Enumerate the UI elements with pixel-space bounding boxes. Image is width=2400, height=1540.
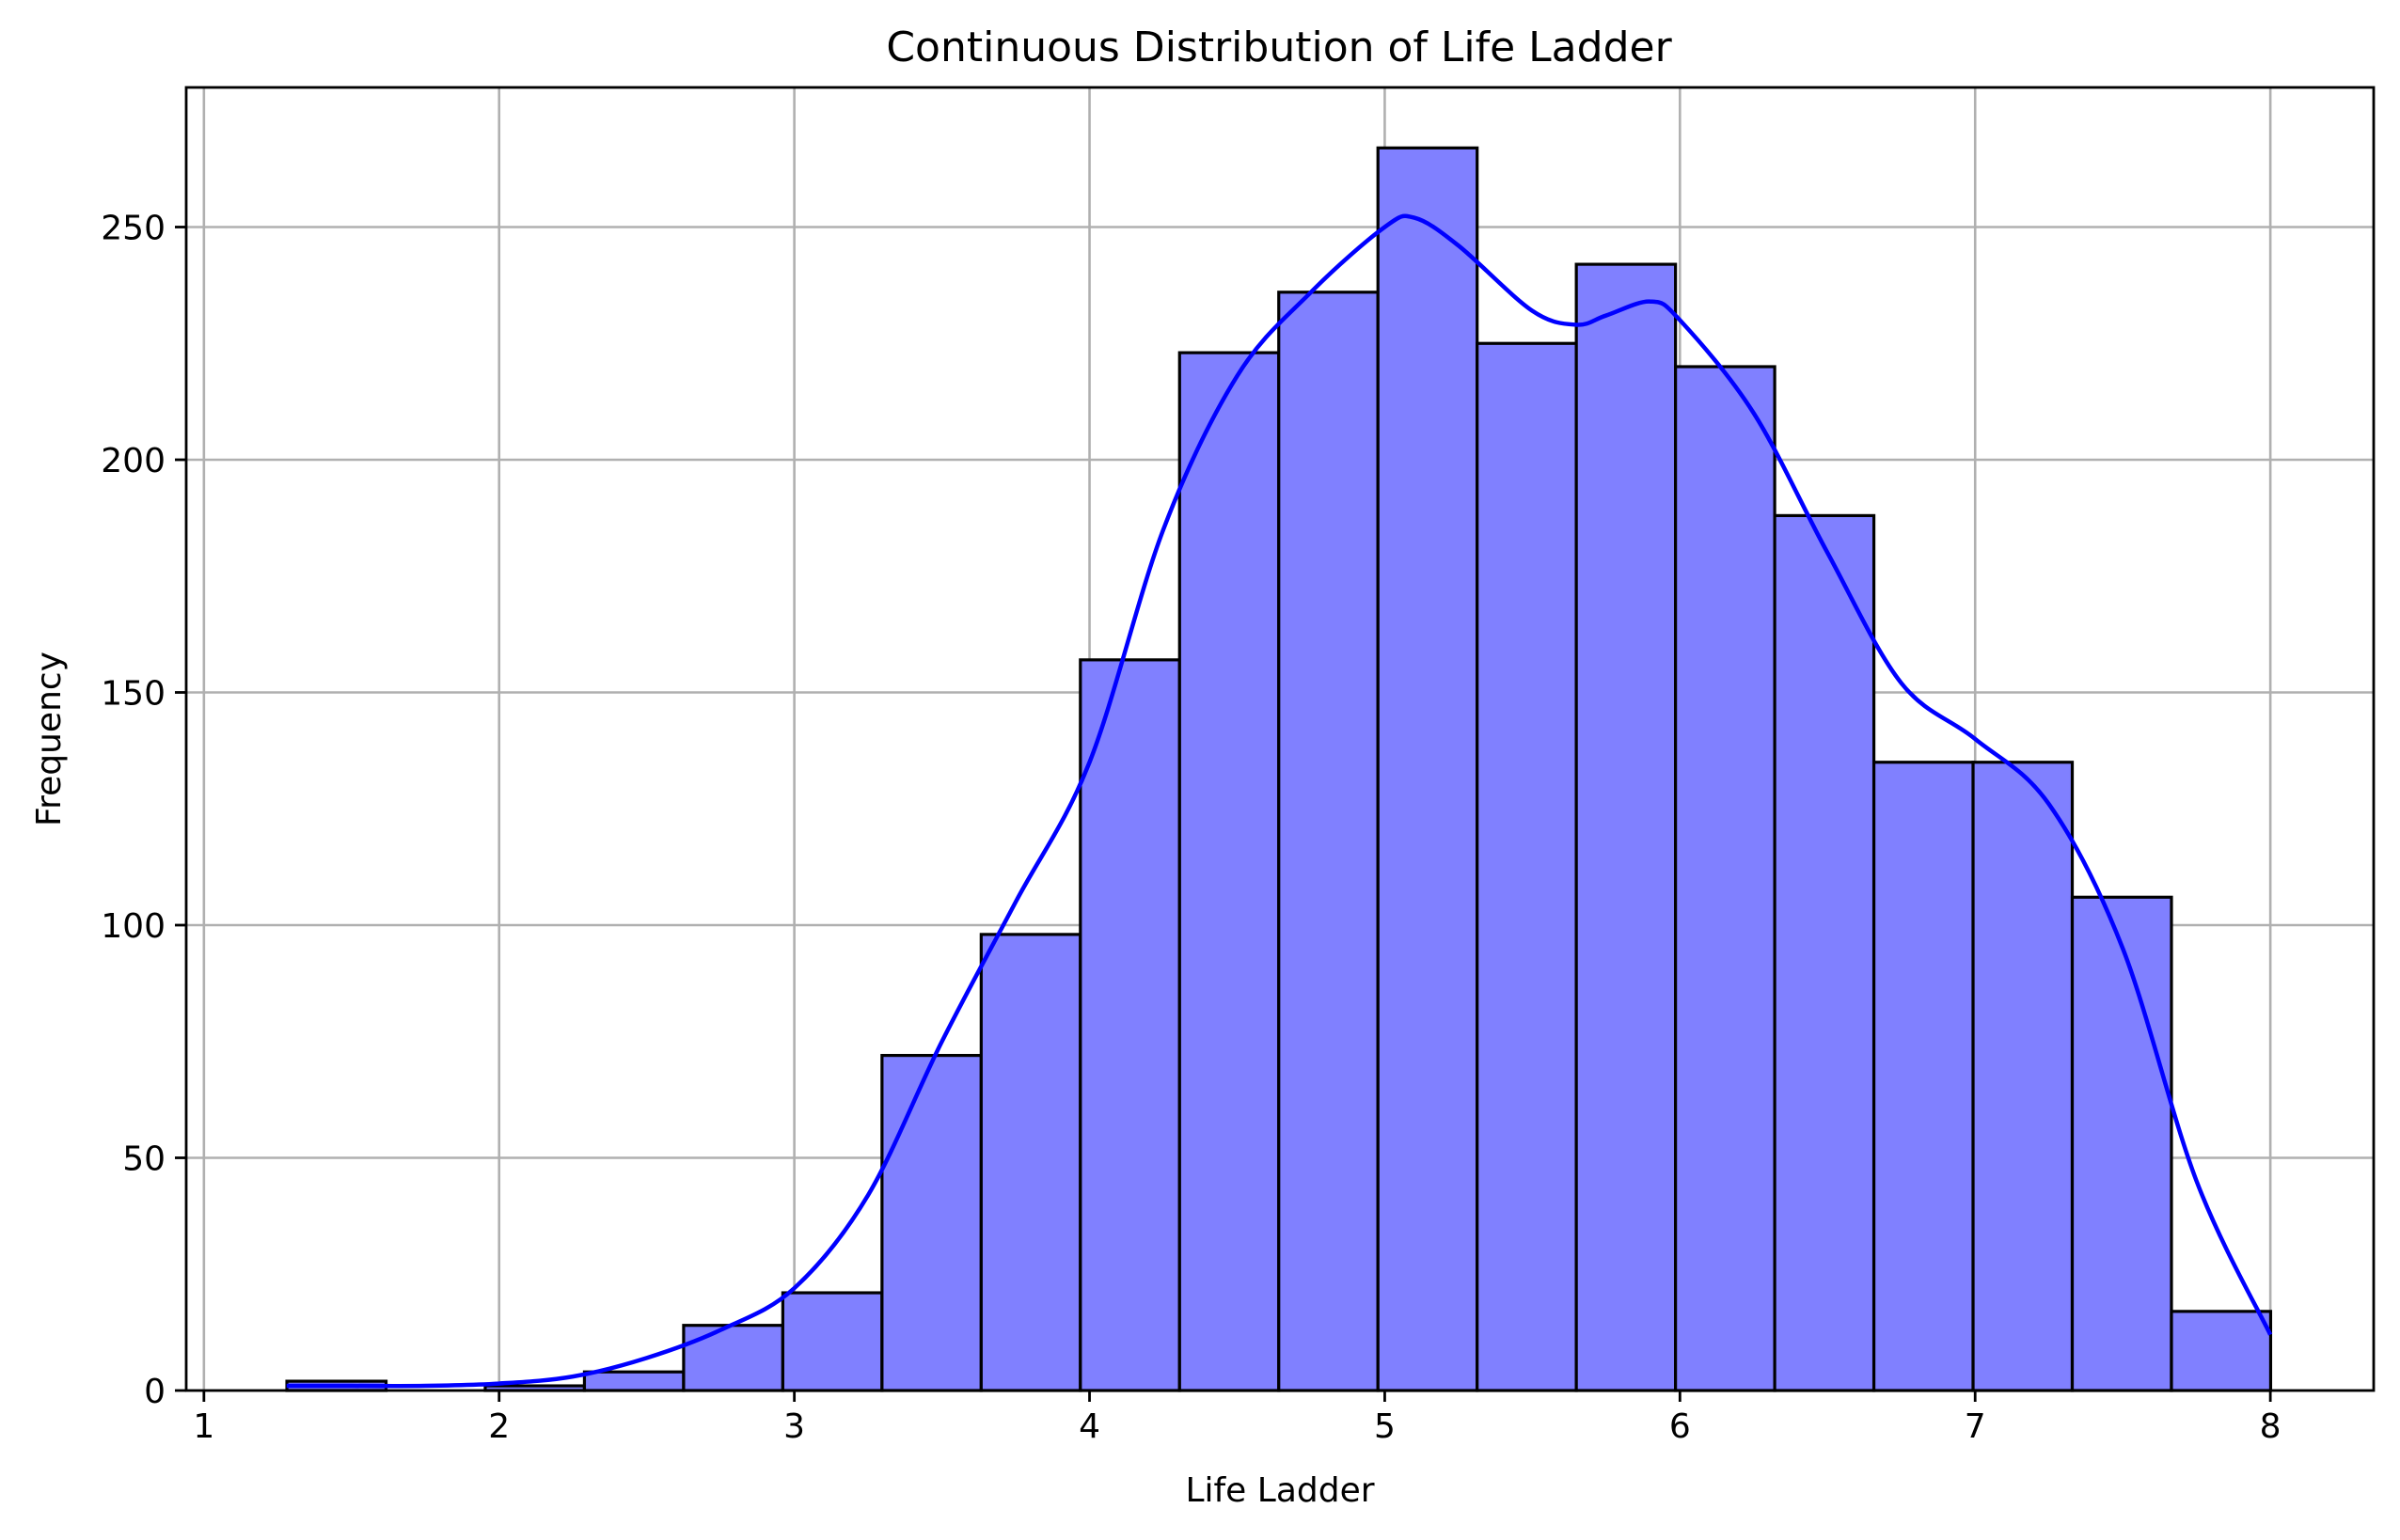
y-tick-label: 200 [101,442,166,480]
x-tick-label: 5 [1374,1407,1396,1446]
x-axis-label: Life Ladder [1185,1471,1374,1510]
histogram-bar [1773,513,1876,1392]
y-axis-label: Frequency [30,652,69,826]
histogram-bar [2070,895,2173,1392]
y-tick-label: 250 [101,210,166,248]
y-axis-ticks: 0 50 100 150 200 250 [101,210,186,1411]
histogram-bar [1079,658,1181,1392]
histogram-bar [682,1324,784,1392]
y-tick-label: 0 [144,1373,166,1411]
histogram-bar [781,1291,884,1392]
x-tick-label: 7 [1965,1407,1986,1446]
histogram-bar [1574,262,1678,1392]
histogram-bar [1871,761,1975,1392]
x-axis-ticks: 1 2 3 4 5 6 7 8 [193,1391,2282,1446]
y-tick-label: 50 [122,1140,166,1179]
histogram-bars [285,146,2273,1392]
x-tick-label: 1 [193,1407,214,1446]
histogram-bar [2170,1310,2273,1392]
histogram-bar [1476,341,1578,1392]
x-tick-label: 8 [2260,1407,2282,1446]
plot-frame [184,86,2376,1392]
histogram-bar [1376,146,1479,1392]
x-tick-label: 4 [1079,1407,1100,1446]
kde-curve [286,213,2273,1389]
y-tick-label: 150 [101,675,166,714]
histogram-bar [1177,351,1281,1392]
histogram-bar [582,1370,686,1392]
histogram-bar [1277,291,1380,1392]
histogram-bar [880,1053,983,1392]
histogram-bar [1971,761,2075,1392]
kde-curve-layer [286,213,2273,1389]
x-tick-label: 6 [1669,1407,1691,1446]
y-tick-label: 100 [101,907,166,946]
x-tick-label: 3 [783,1407,805,1446]
histogram-bar [979,933,1082,1392]
histogram-bar [1674,365,1776,1392]
chart-title: Continuous Distribution of Life Ladder [886,24,1672,71]
x-tick-label: 2 [488,1407,510,1446]
